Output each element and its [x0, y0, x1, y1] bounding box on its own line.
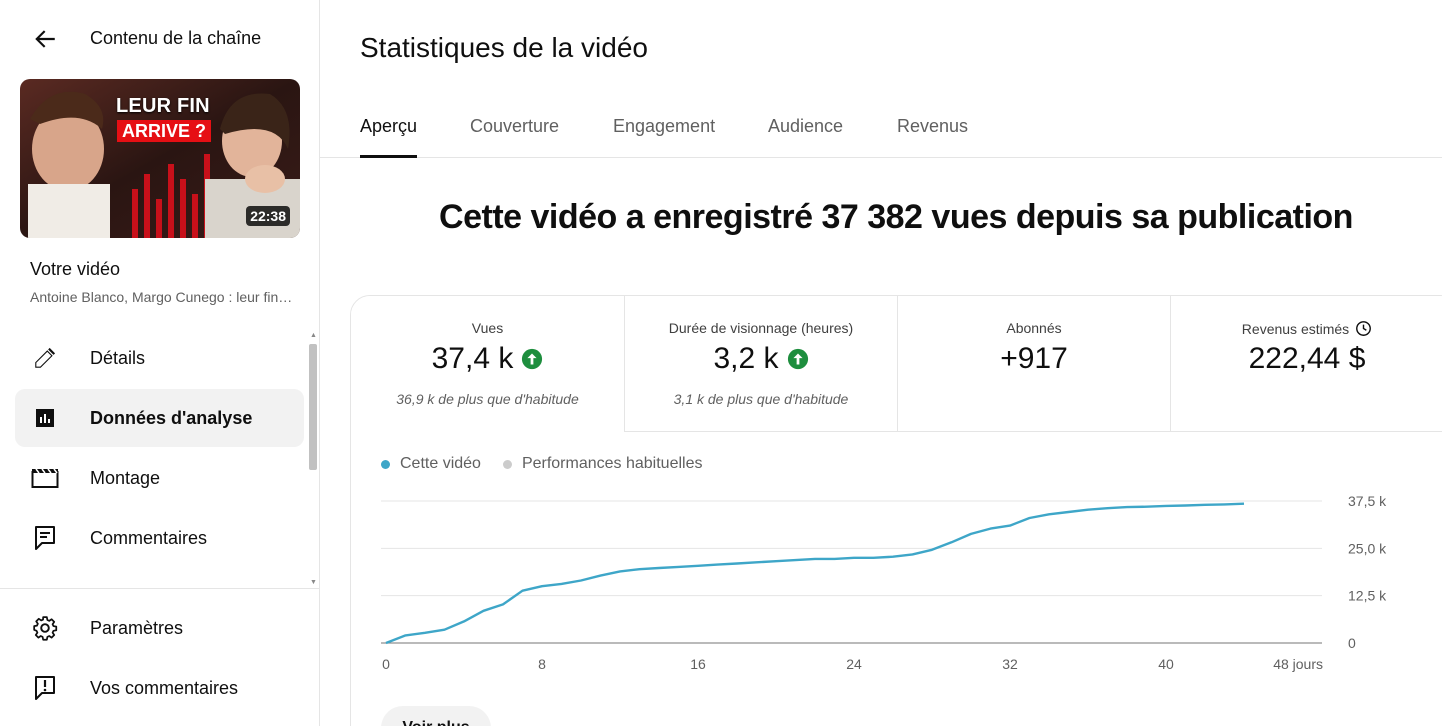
legend-dot [381, 459, 390, 469]
x-tick-label: 40 [1158, 656, 1174, 672]
kpi-value: +917 [1000, 342, 1068, 375]
x-tick-label: 0 [382, 656, 390, 672]
kpi-revenue[interactable]: Revenus estimés 222,44 $ [1170, 296, 1442, 432]
sidebar-item-analytics[interactable]: Données d'analyse [15, 389, 304, 447]
scroll-down-arrow-icon[interactable]: ▼ [310, 579, 317, 586]
legend-dot [502, 459, 512, 469]
kpi-comparison: 3,1 k de plus que d'habitude [673, 391, 849, 407]
kpi-value: 37,4 k [431, 342, 514, 375]
video-label: Votre vidéo [30, 259, 121, 279]
sidebar-item-label: Montage [90, 467, 161, 488]
kpi-views[interactable]: Vues 37,4 k 36,9 k de plus que d'habitud… [351, 296, 624, 432]
tab-revenue[interactable]: Revenus [897, 116, 969, 136]
sidebar-item-editor[interactable]: Montage [15, 449, 304, 507]
tab-bar: Aperçu Couverture Engagement Audience Re… [320, 100, 1442, 158]
thumbnail-title-line2: ARRIVE ? [117, 120, 212, 142]
legend-label: Performances habituelles [521, 455, 703, 472]
analytics-icon [31, 404, 59, 432]
sidebar-item-comments[interactable]: Commentaires [15, 509, 304, 567]
sidebar-item-settings[interactable]: Paramètres [15, 599, 304, 657]
sidebar: Contenu de la chaîne LEUR FIN [0, 0, 320, 726]
legend-this-video[interactable]: Cette vidéo [381, 455, 481, 473]
kpi-label: Abonnés [1006, 320, 1062, 336]
trend-up-icon [522, 348, 543, 370]
x-tick-label: 16 [690, 656, 706, 672]
sidebar-item-details[interactable]: Détails [15, 329, 304, 387]
y-tick-label: 37,5 k [1348, 493, 1387, 509]
gear-icon [31, 614, 59, 642]
x-tick-label: 48 jours [1273, 656, 1323, 672]
views-headline: Cette vidéo a enregistré 37 382 vues dep… [439, 198, 1353, 236]
sidebar-header: Contenu de la chaîne [0, 0, 320, 76]
kpi-label-row: Revenus estimés [1171, 320, 1442, 337]
kpi-label: Durée de visionnage (heures) [668, 320, 854, 336]
tab-audience[interactable]: Audience [768, 116, 844, 136]
sidebar-item-label: Détails [90, 347, 146, 368]
views-chart[interactable]: 0 12,5 k 25,0 k 37,5 k 0 8 16 24 32 40 48 jours [351, 476, 1442, 676]
feedback-icon [31, 674, 59, 702]
kpi-value-row: 3,2 k [625, 342, 897, 376]
clapperboard-icon [31, 464, 59, 492]
y-tick-label: 0 [1348, 635, 1356, 651]
sidebar-divider [0, 588, 320, 589]
thumbnail-title-line1: LEUR FIN [116, 95, 210, 117]
legend-typical[interactable]: Performances habituelles [502, 455, 703, 473]
kpi-value: 222,44 $ [1248, 342, 1366, 375]
clock-icon [1356, 321, 1372, 336]
kpi-value-row: 37,4 k [351, 342, 624, 376]
video-title: Antoine Blanco, Margo Cunego : leur fin … [30, 289, 295, 305]
sidebar-item-label: Vos commentaires [90, 677, 239, 698]
sidebar-item-label: Commentaires [90, 527, 208, 548]
tab-reach[interactable]: Couverture [470, 116, 560, 136]
y-tick-label: 25,0 k [1348, 540, 1387, 556]
back-button[interactable] [26, 20, 64, 58]
kpi-watch-time[interactable]: Durée de visionnage (heures) 3,2 k 3,1 k… [624, 296, 897, 432]
scroll-thumb[interactable] [309, 344, 317, 470]
kpi-label: Vues [471, 320, 504, 336]
sidebar-item-feedback[interactable]: Vos commentaires [15, 659, 304, 717]
sidebar-item-label: Paramètres [90, 617, 184, 638]
kpi-comparison: 36,9 k de plus que d'habitude [396, 391, 579, 407]
x-tick-label: 32 [1002, 656, 1018, 672]
video-duration: 22:38 [246, 206, 290, 226]
y-tick-label: 12,5 k [1348, 588, 1387, 604]
kpi-label: Revenus estimés [1241, 320, 1350, 337]
trend-up-icon [787, 348, 808, 370]
main-content: Statistiques de la vidéo Aperçu Couvertu… [320, 0, 1442, 726]
tab-overview[interactable]: Aperçu [360, 116, 418, 158]
see-more-button[interactable]: Voir plus [381, 706, 491, 726]
sidebar-item-label: Données d'analyse [90, 407, 253, 428]
series-line-this-video [385, 502, 1245, 645]
sidebar-nav: Détails Données d'analyse Montage Commen… [0, 328, 306, 580]
x-tick-label: 8 [538, 656, 546, 672]
kpi-value: 3,2 k [713, 342, 779, 375]
x-tick-label: 24 [846, 656, 862, 672]
kpi-row: Vues 37,4 k 36,9 k de plus que d'habitud… [351, 296, 1442, 432]
stats-card: Vues 37,4 k 36,9 k de plus que d'habitud… [350, 295, 1442, 726]
kpi-subscribers[interactable]: Abonnés +917 [897, 296, 1170, 432]
arrow-back-icon [35, 30, 55, 48]
comment-icon [31, 524, 59, 552]
legend-label: Cette vidéo [400, 455, 481, 472]
kpi-value-row: +917 [898, 342, 1170, 376]
page-title: Statistiques de la vidéo [360, 32, 648, 63]
tab-engagement[interactable]: Engagement [613, 116, 716, 136]
kpi-value-row: 222,44 $ [1171, 342, 1442, 376]
scroll-up-arrow-icon[interactable]: ▲ [310, 332, 317, 339]
thumbnail-image [20, 79, 300, 238]
sidebar-title: Contenu de la chaîne [90, 28, 262, 48]
video-thumbnail[interactable]: LEUR FIN ARRIVE ? 22:38 [20, 79, 300, 238]
chart-legend: Cette vidéo Performances habituelles [381, 455, 702, 473]
sidebar-scrollbar[interactable]: ▲ ▼ [307, 332, 319, 586]
pencil-icon [31, 344, 59, 372]
